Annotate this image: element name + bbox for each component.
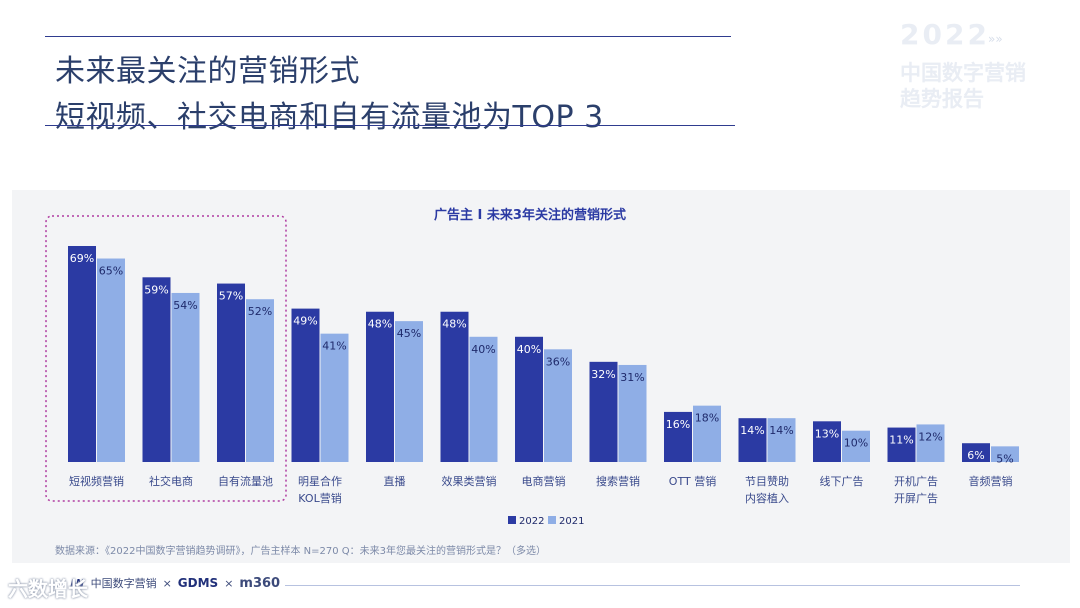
bar-2021-7 — [618, 364, 647, 462]
data-label: 48% — [368, 318, 392, 331]
footer-rule — [285, 585, 1020, 586]
category-label: 内容植入 — [745, 491, 789, 505]
bar-2022-7 — [589, 361, 618, 462]
bar-2022-4 — [366, 311, 394, 462]
footer-logos: ꟿ 中国数字营销 × GDMS × m360 — [70, 575, 280, 591]
bar-2022-3 — [291, 308, 320, 462]
data-label: 57% — [219, 290, 243, 303]
watermark-text: 六数增长 — [8, 577, 88, 601]
category-label: 节目赞助 — [745, 474, 789, 488]
legend-label-2022: 2022 — [519, 516, 544, 527]
data-label: 5% — [996, 452, 1013, 465]
data-label: 13% — [815, 427, 839, 440]
partner-logo-icon: ꟿ — [70, 576, 85, 590]
brand-line1: 中国数字营销 — [900, 61, 1026, 85]
bar-2022-5 — [440, 311, 469, 462]
bar-2022-6 — [515, 336, 543, 462]
category-label: 电商营销 — [522, 474, 566, 488]
data-label: 32% — [591, 368, 615, 381]
source-note: 数据来源：《2022中国数字营销趋势调研》，广告主样本 N=270 Q：未来3年… — [55, 546, 546, 557]
brand-line2: 趋势报告 — [900, 87, 984, 111]
bar-2021-1 — [171, 292, 200, 462]
bar-2021-9 — [767, 418, 796, 462]
legend-swatch-2021 — [548, 516, 556, 524]
chart-title: 广告主 I 未来3年关注的营销形式 — [434, 207, 626, 223]
title-rule-top — [45, 36, 731, 37]
bar-2022-12 — [962, 443, 990, 462]
data-label: 12% — [918, 430, 942, 443]
data-label: 59% — [144, 283, 168, 296]
category-label: OTT 营销 — [669, 474, 716, 488]
bar-2022-8 — [664, 411, 692, 462]
data-label: 18% — [695, 412, 719, 425]
logo-separator: × — [162, 576, 172, 590]
data-label: 16% — [666, 418, 690, 431]
data-label: 6% — [967, 449, 984, 462]
brand-logo-text: 中国数字营销 趋势报告 — [900, 60, 1026, 112]
bar-2021-3 — [320, 333, 349, 462]
bar-2022-9 — [738, 418, 767, 462]
data-label: 10% — [844, 437, 868, 450]
bar-2021-5 — [469, 336, 498, 462]
data-label: 54% — [173, 299, 197, 312]
m360-logo: m360 — [239, 575, 281, 591]
category-label: 明星合作 — [298, 474, 342, 488]
bar-2021-2 — [246, 299, 274, 462]
bar-2022-1 — [142, 277, 171, 462]
data-label: 36% — [546, 355, 570, 368]
logo-separator-2: × — [224, 576, 234, 590]
category-label: 直播 — [384, 474, 406, 488]
data-label: 14% — [740, 424, 764, 437]
bar-2021-11 — [916, 424, 945, 462]
bar-2022-0 — [68, 246, 96, 462]
bar-2021-6 — [544, 349, 572, 462]
bar-2021-0 — [97, 258, 125, 462]
data-label: 69% — [70, 252, 94, 265]
data-label: 40% — [517, 343, 541, 356]
category-label: 自有流量池 — [218, 474, 273, 488]
category-label: 社交电商 — [149, 474, 193, 488]
bar-2021-12 — [991, 446, 1019, 462]
page-title-line1: 未来最关注的营销形式 — [55, 54, 360, 89]
category-label: 效果类营销 — [442, 474, 497, 488]
data-label: 65% — [99, 265, 123, 278]
bar-2021-8 — [693, 405, 721, 462]
category-label: 开机广告 — [894, 474, 938, 488]
data-label: 49% — [293, 315, 317, 328]
category-label: 搜索营销 — [596, 474, 640, 488]
bar-2022-2 — [217, 283, 245, 462]
data-label: 48% — [442, 318, 466, 331]
data-label: 41% — [322, 340, 346, 353]
brand-arrows: »» — [988, 32, 1003, 46]
category-label: 短视频营销 — [69, 474, 124, 488]
category-label: 开屏广告 — [894, 492, 938, 505]
legend-swatch-2022 — [508, 516, 516, 524]
data-label: 52% — [248, 305, 272, 318]
brand-year: 2022 — [900, 18, 990, 51]
legend-label-2021: 2021 — [559, 516, 584, 527]
category-label: 音频营销 — [969, 474, 1013, 488]
bar-2021-4 — [395, 321, 423, 462]
bar-2022-11 — [887, 427, 916, 462]
bar-2021-10 — [842, 430, 870, 462]
category-label: KOL营销 — [298, 491, 341, 505]
title-rule-bottom — [45, 125, 735, 126]
data-label: 14% — [769, 424, 793, 437]
gdms-logo: GDMS — [177, 576, 219, 590]
data-label: 31% — [620, 371, 644, 384]
category-label: 线下广告 — [820, 474, 864, 488]
page-title-line2: 短视频、社交电商和自有流量池为TOP 3 — [55, 100, 604, 135]
data-label: 11% — [889, 434, 913, 447]
data-label: 45% — [397, 327, 421, 340]
bar-2022-10 — [813, 421, 841, 462]
partner-logo-text: 中国数字营销 — [90, 577, 157, 590]
data-label: 40% — [471, 343, 495, 356]
